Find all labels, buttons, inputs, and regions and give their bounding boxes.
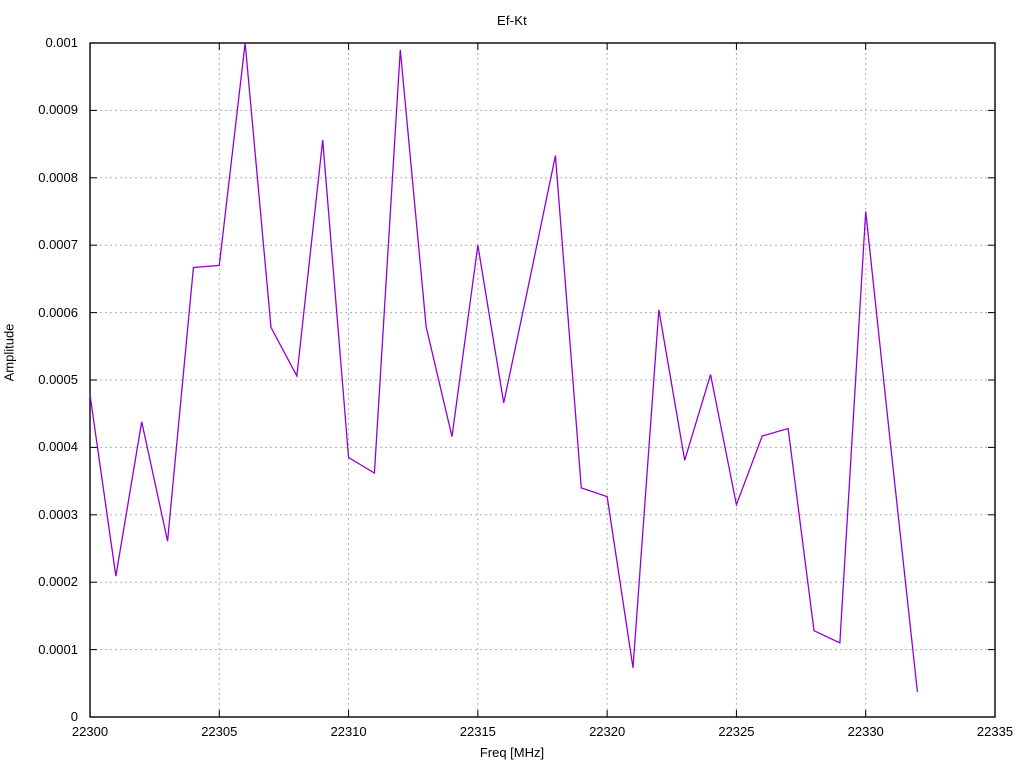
x-axis-tick-label: 22300 — [71, 724, 109, 739]
x-axis-title: Freq [MHz] — [479, 745, 545, 760]
x-axis-tick-label: 22325 — [718, 724, 755, 739]
x-axis-tick-label: 22305 — [201, 724, 238, 739]
x-axis-tick-label: 22310 — [330, 724, 367, 739]
y-axis-tick-label: 0.0005 — [38, 372, 78, 387]
y-axis-tick-label: 0.0004 — [38, 439, 78, 455]
x-axis-tick-label: 22320 — [589, 724, 626, 739]
x-axis-tick-label: 22330 — [847, 724, 884, 739]
y-axis-tick-label: 0.0007 — [38, 237, 78, 253]
y-axis-tick-label: 0.0006 — [38, 304, 78, 320]
data-series-line — [89, 42, 919, 693]
y-axis-tick-label: 0.0002 — [38, 574, 78, 590]
y-axis-tick-label: 0.001 — [45, 35, 78, 50]
x-axis-tick-label: 22335 — [976, 724, 1014, 739]
plot-frame — [89, 42, 996, 718]
y-axis-tick-label: 0 — [70, 709, 78, 724]
y-axis-tick-label: 0.0008 — [38, 169, 78, 185]
x-axis-tick-label: 22315 — [459, 724, 496, 739]
y-axis-tick-label: 0.0003 — [38, 506, 78, 522]
chart-title: Ef-Kt — [497, 13, 527, 28]
y-axis-title: Amplitude — [1, 323, 17, 382]
y-axis-tick-label: 0.0009 — [38, 102, 78, 118]
y-axis-tick-label: 0.0001 — [38, 641, 78, 657]
